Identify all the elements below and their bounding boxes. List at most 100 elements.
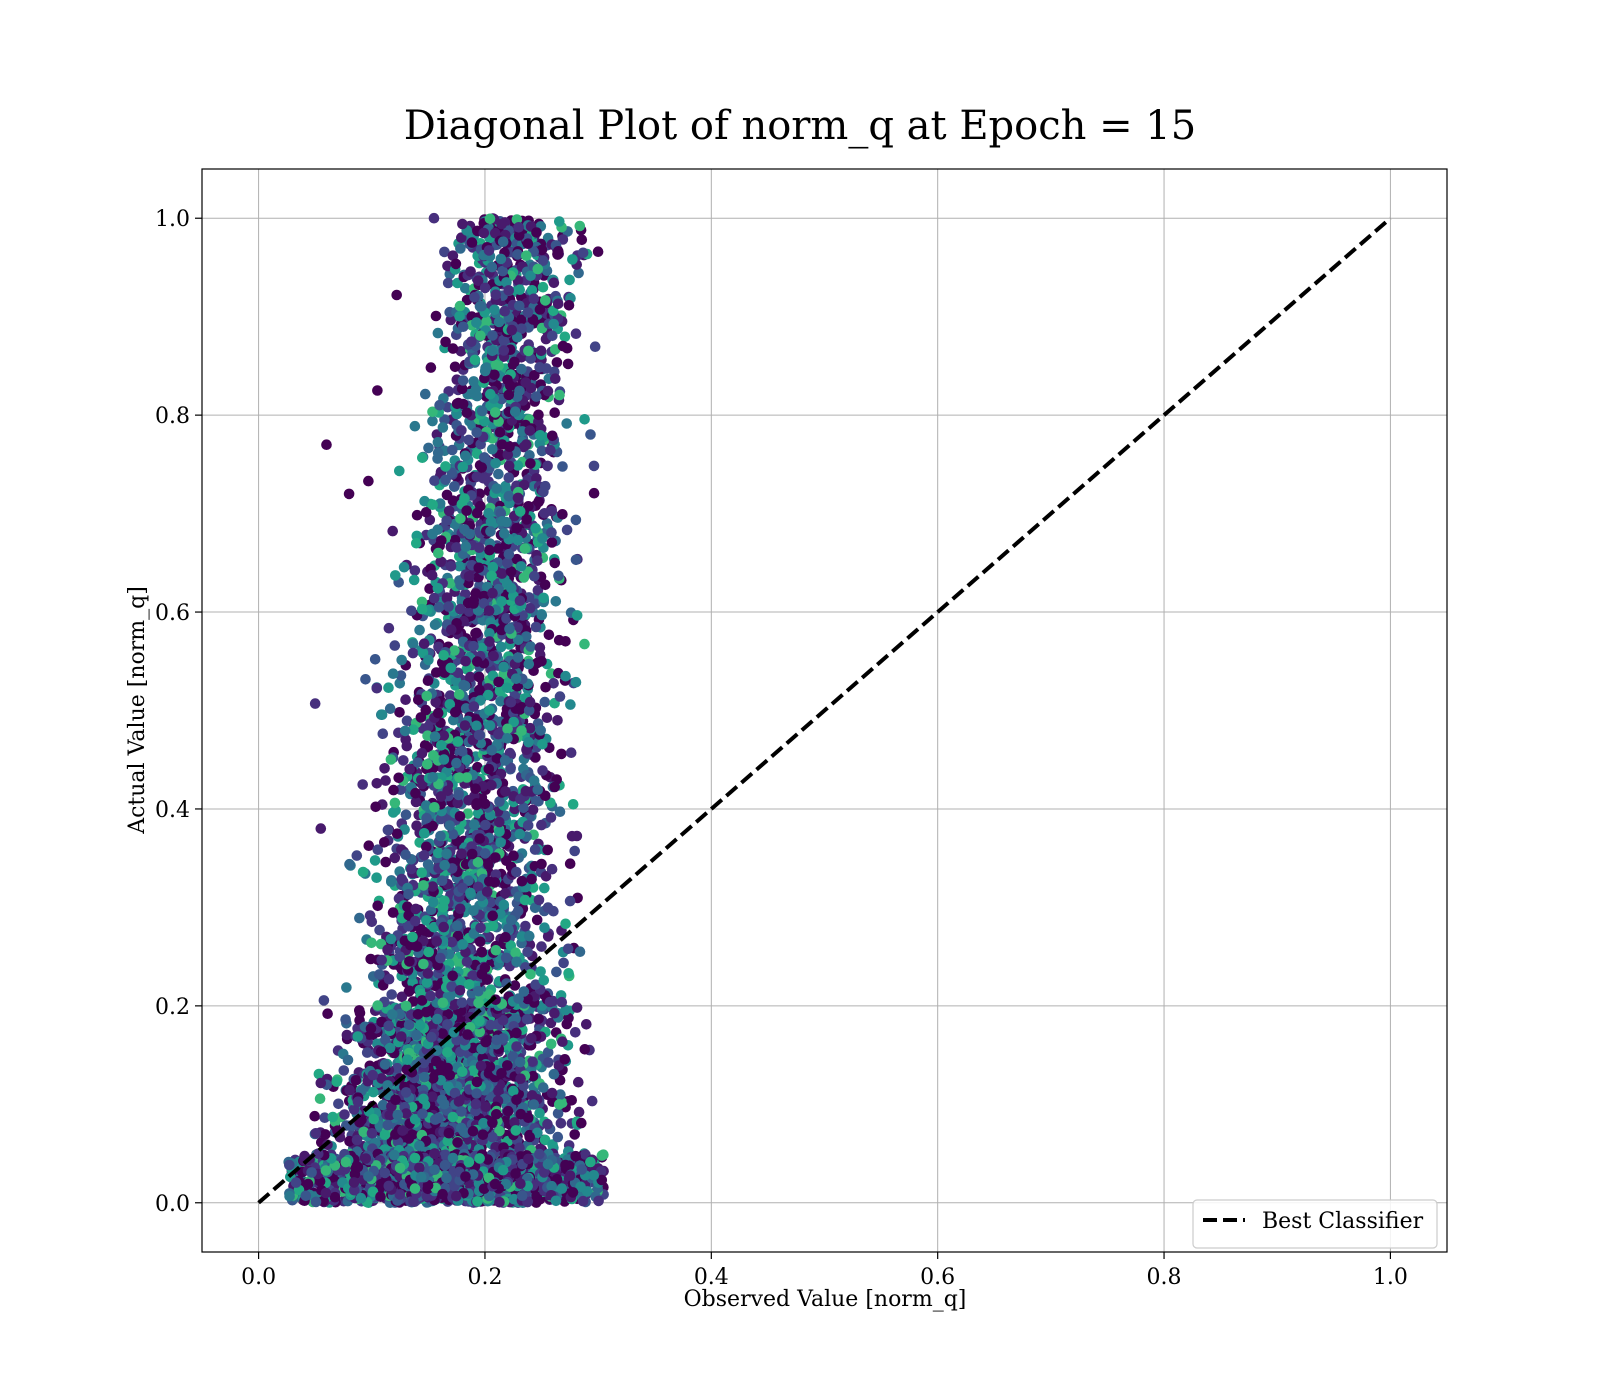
scatter-point: [394, 707, 405, 718]
scatter-point: [532, 555, 543, 566]
scatter-point: [427, 528, 438, 540]
scatter-point: [473, 562, 485, 574]
scatter-point: [474, 833, 486, 844]
scatter-point: [530, 621, 542, 633]
scatter-point: [511, 866, 522, 878]
scatter-point: [382, 1119, 394, 1131]
scatter-point: [569, 1129, 580, 1140]
plot-area: [202, 169, 1447, 1252]
scatter-point: [494, 816, 505, 828]
scatter-point: [457, 461, 469, 473]
scatter-point: [473, 729, 485, 741]
scatter-point: [491, 1034, 503, 1046]
scatter-point: [529, 570, 540, 582]
scatter-point: [545, 812, 557, 823]
scatter-point: [327, 1111, 339, 1123]
scatter-point: [467, 1125, 479, 1137]
scatter-point: [444, 820, 456, 831]
scatter-point: [460, 655, 471, 667]
scatter-point: [423, 721, 434, 732]
scatter-point: [539, 579, 551, 591]
scatter-point: [435, 1060, 447, 1071]
scatter-point: [479, 848, 491, 859]
scatter-point: [570, 328, 582, 340]
scatter-point: [361, 1047, 373, 1058]
scatter-point: [451, 757, 462, 769]
scatter-point: [354, 912, 365, 924]
scatter-point: [546, 1087, 558, 1099]
scatter-point: [552, 715, 563, 726]
scatter-point: [309, 1110, 321, 1122]
scatter-point: [520, 785, 532, 797]
scatter-point: [566, 1095, 577, 1106]
scatter-point: [494, 826, 505, 837]
scatter-point: [416, 747, 428, 759]
scatter-point: [471, 627, 482, 639]
scatter-point: [451, 542, 462, 553]
scatter-point: [454, 772, 465, 783]
scatter-point: [491, 483, 503, 494]
scatter-point: [468, 701, 480, 712]
scatter-point: [480, 819, 491, 831]
scatter-point: [383, 973, 395, 985]
scatter-point: [503, 472, 515, 484]
scatter-point: [564, 895, 576, 907]
scatter-point: [416, 867, 428, 878]
scatter-point: [500, 888, 511, 899]
scatter-point: [570, 514, 582, 526]
scatter-point: [498, 661, 510, 673]
scatter-point: [498, 899, 510, 911]
scatter-point: [401, 715, 413, 727]
scatter-point: [344, 1084, 355, 1096]
scatter-point: [366, 1128, 378, 1139]
scatter-point: [314, 1093, 326, 1104]
scatter-point: [475, 500, 486, 512]
scatter-point: [466, 336, 477, 348]
scatter-point: [406, 863, 417, 875]
scatter-point: [393, 772, 405, 784]
scatter-point: [368, 1086, 379, 1098]
scatter-point: [487, 910, 499, 922]
scatter-point: [407, 638, 419, 650]
scatter-point: [495, 837, 506, 848]
scatter-point: [457, 1066, 468, 1077]
scatter-point: [340, 1014, 351, 1025]
scatter-point: [511, 1027, 522, 1039]
scatter-point: [438, 921, 450, 933]
scatter-point: [382, 824, 394, 836]
scatter-point: [427, 415, 438, 427]
scatter-point: [427, 1073, 439, 1084]
scatter-point: [455, 603, 466, 615]
scatter-point: [429, 1114, 441, 1125]
scatter-point: [414, 624, 425, 636]
scatter-point: [579, 1044, 591, 1055]
scatter-point: [499, 528, 510, 539]
scatter-point: [371, 682, 383, 694]
scatter-point: [506, 582, 517, 594]
scatter-point: [435, 830, 446, 842]
scatter-point: [480, 1101, 492, 1112]
scatter-point: [386, 876, 397, 888]
scatter-point: [504, 623, 515, 635]
scatter-point: [546, 537, 558, 548]
scatter-point: [538, 486, 549, 498]
scatter-point: [389, 797, 401, 809]
scatter-point: [570, 554, 582, 566]
scatter-point: [352, 1031, 364, 1042]
scatter-point: [411, 509, 423, 521]
scatter-point: [471, 1076, 483, 1088]
scatter-point: [360, 674, 371, 685]
scatter-point: [366, 937, 377, 949]
scatter-point: [526, 1090, 538, 1101]
scatter-point: [429, 619, 441, 631]
scatter-point: [403, 889, 414, 900]
scatter-point: [525, 969, 536, 980]
scatter-point: [429, 475, 440, 487]
scatter-point: [402, 1054, 413, 1065]
scatter-point: [344, 858, 355, 870]
scatter-point: [318, 995, 330, 1006]
scatter-point: [520, 920, 531, 932]
scatter-point: [423, 946, 435, 958]
